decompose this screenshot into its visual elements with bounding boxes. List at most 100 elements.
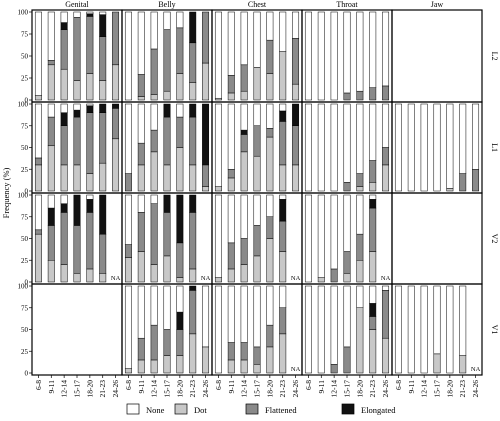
bar-segment-dot-v1-throat-21-23 <box>369 329 377 374</box>
bar-segment-elongated-v1-belly-18-20 <box>176 311 184 330</box>
bar-segment-flattened-l1-genital-6-8 <box>34 157 42 166</box>
bar-segment-flattened-v1-throat-12-14 <box>330 364 338 374</box>
bar-segment-elongated-v2-chest-21-23 <box>279 199 287 222</box>
x-tick-label: 15-17 <box>343 380 352 398</box>
bar-segment-flattened-l2-genital-12-14 <box>60 29 68 70</box>
bar-segment-none-v1-throat-24-26 <box>382 285 390 291</box>
na-label: NA <box>381 275 391 282</box>
bar-segment-elongated-l1-chest-24-26 <box>292 103 300 126</box>
y-tick-label: 75 <box>21 31 29 39</box>
bar-segment-flattened-l2-throat-21-23 <box>369 87 377 101</box>
bar-segment-dot-l2-belly-15-17 <box>163 90 171 101</box>
bar-segment-none-v1-throat-18-20 <box>356 285 364 308</box>
bar-segment-none-v1-belly-15-17 <box>163 285 171 330</box>
bar-segment-none-v2-throat-15-17 <box>343 194 351 252</box>
bar-segment-dot-l1-chest-21-23 <box>279 164 287 192</box>
bar-segment-dot-l2-belly-18-20 <box>176 73 184 101</box>
panel-border <box>31 283 123 376</box>
y-tick-label: 50 <box>21 326 29 334</box>
y-tick-label: 0 <box>25 188 29 196</box>
bar-segment-none-l2-belly-18-20 <box>176 11 184 29</box>
na-label: NA <box>291 366 301 373</box>
y-tick-label: 100 <box>18 283 29 291</box>
bar-segment-none-l1-jaw-21-23 <box>459 103 467 174</box>
bar-segment-flattened-l2-throat-24-26 <box>382 85 390 101</box>
bar-segment-dot-v2-throat-15-17 <box>343 273 351 283</box>
bar-segment-elongated-l1-genital-21-23 <box>99 103 107 113</box>
bar-segment-flattened-l1-throat-21-23 <box>369 160 377 183</box>
bar-segment-dot-l2-genital-6-8 <box>34 95 42 101</box>
bar-segment-flattened-l1-throat-18-20 <box>356 173 364 187</box>
bar-segment-dot-v2-belly-6-8 <box>124 257 132 283</box>
bar-segment-none-l2-belly-12-14 <box>150 11 158 50</box>
bar-segment-flattened-v1-throat-21-23 <box>369 316 377 330</box>
y-tick-label: 75 <box>21 213 29 221</box>
x-tick-label: 12-14 <box>150 380 159 398</box>
bar-segment-elongated-l1-genital-18-20 <box>86 105 94 113</box>
row-label-l2: L2 <box>490 52 499 61</box>
legend-label-elongated: Elongated <box>361 405 396 415</box>
bar-segment-none-l2-throat-12-14 <box>330 11 338 101</box>
bar-segment-flattened-v2-belly-15-17 <box>163 212 171 257</box>
bar-segment-flattened-l1-genital-24-26 <box>112 108 120 140</box>
x-tick-label: 18-20 <box>355 380 364 398</box>
bar-segment-none-v1-chest-18-20 <box>266 285 274 326</box>
x-tick-label: 9-11 <box>317 380 326 394</box>
bar-segment-none-v2-belly-9-11 <box>137 194 145 213</box>
bar-segment-none-l1-belly-18-20 <box>176 103 184 118</box>
bar-segment-none-v1-chest-9-11 <box>227 285 235 343</box>
x-tick-label: 21-23 <box>98 380 107 398</box>
bar-segment-dot-l1-chest-15-17 <box>253 155 261 192</box>
bar-segment-flattened-l1-chest-12-14 <box>240 134 248 153</box>
bar-segment-flattened-l1-genital-12-14 <box>60 125 68 166</box>
bar-segment-none-l2-chest-24-26 <box>292 11 300 39</box>
bar-segment-dot-v2-chest-12-14 <box>240 264 248 283</box>
y-axis-label: Frequency (%) <box>1 167 11 218</box>
bar-segment-none-l1-throat-9-11 <box>317 103 325 192</box>
bar-segment-none-l2-belly-9-11 <box>137 11 145 75</box>
bar-segment-dot-l1-genital-12-14 <box>60 164 68 192</box>
bar-segment-flattened-v2-genital-21-23 <box>99 233 107 274</box>
bar-segment-none-v1-jaw-9-11 <box>407 285 415 374</box>
panel-v1-belly <box>124 285 210 374</box>
bar-segment-none-v1-belly-18-20 <box>176 285 184 313</box>
bar-segment-elongated-l1-genital-15-17 <box>73 109 81 118</box>
bar-segment-dot-l2-chest-9-11 <box>227 92 235 101</box>
bar-segment-dot-l1-genital-15-17 <box>73 164 81 192</box>
bar-segment-dot-l2-chest-6-8 <box>214 97 222 101</box>
bar-segment-none-l2-throat-6-8 <box>304 11 312 101</box>
x-tick-label: 18-20 <box>445 380 454 398</box>
panel-v1-chest: NA <box>214 285 301 374</box>
na-label: NA <box>201 275 211 282</box>
bar-segment-none-v2-chest-21-23 <box>279 194 287 200</box>
bar-segment-dot-v2-chest-21-23 <box>279 251 287 283</box>
bar-segment-flattened-l1-belly-24-26 <box>202 164 210 187</box>
bar-segment-none-v2-belly-12-14 <box>150 194 158 204</box>
bar-segment-flattened-l1-throat-15-17 <box>343 182 351 192</box>
bar-segment-dot-l1-throat-24-26 <box>382 164 390 192</box>
bar-segment-dot-v2-genital-18-20 <box>86 268 94 283</box>
bar-segment-elongated-v1-belly-21-23 <box>189 285 197 291</box>
bar-segment-elongated-v2-belly-21-23 <box>189 194 197 213</box>
bar-segment-flattened-v1-chest-12-14 <box>240 342 248 361</box>
bar-segment-flattened-v1-belly-21-23 <box>189 290 197 335</box>
bar-segment-none-l2-chest-21-23 <box>279 11 287 52</box>
x-tick-label: 21-23 <box>458 380 467 398</box>
bar-segment-dot-v2-genital-12-14 <box>60 264 68 283</box>
legend-swatch-dot <box>174 403 188 415</box>
bar-segment-flattened-l2-belly-9-11 <box>137 74 145 97</box>
bar-segment-none-l1-genital-18-20 <box>86 103 94 106</box>
row-label-l1: L1 <box>490 143 499 152</box>
bar-segment-none-l1-throat-6-8 <box>304 103 312 192</box>
bar-segment-elongated-l2-belly-21-23 <box>189 11 197 44</box>
bar-segment-flattened-l2-belly-18-20 <box>176 27 184 74</box>
bar-segment-none-v2-genital-18-20 <box>86 194 94 200</box>
legend-label-dot: Dot <box>194 405 207 415</box>
bar-segment-flattened-l2-genital-15-17 <box>73 17 81 81</box>
bar-segment-none-l2-chest-6-8 <box>214 11 222 99</box>
bar-segment-dot-v1-belly-9-11 <box>137 359 145 374</box>
bar-segment-dot-l2-genital-18-20 <box>86 73 94 101</box>
bar-segment-none-l2-belly-6-8 <box>124 11 132 101</box>
bar-segment-elongated-v2-genital-21-23 <box>99 194 107 235</box>
bar-segment-flattened-v1-chest-21-23 <box>279 307 287 335</box>
